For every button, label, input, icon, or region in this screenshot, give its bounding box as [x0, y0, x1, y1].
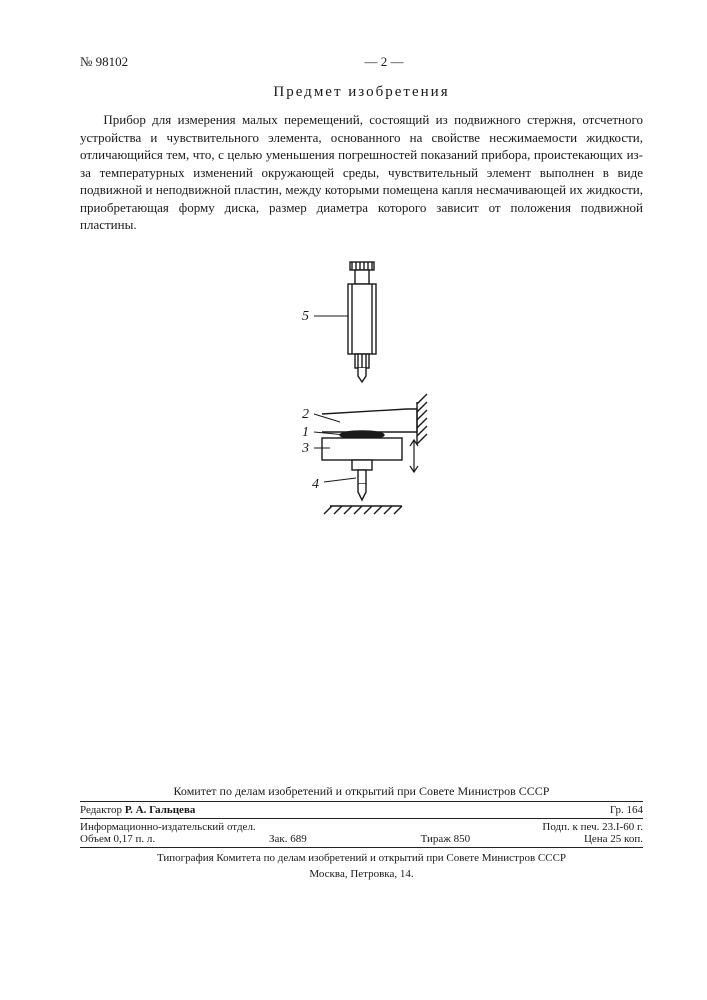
- group: Гр. 164: [610, 804, 643, 816]
- doc-number: № 98102: [80, 54, 128, 70]
- price: Цена 25 коп.: [584, 833, 643, 845]
- print-row: Объем 0,17 п. л. Зак. 689 Тираж 850 Цена…: [80, 833, 643, 845]
- figure-svg: 5 2 1 3 4: [252, 254, 472, 554]
- figure-label-3: 3: [301, 441, 309, 456]
- order: Зак. 689: [269, 833, 307, 845]
- signed: Подп. к печ. 23.I-60 г.: [542, 821, 643, 833]
- volume: Объем 0,17 п. л.: [80, 833, 155, 845]
- divider: [80, 801, 643, 802]
- editor: Редактор Р. А. Гальцева: [80, 804, 195, 816]
- section-title: Предмет изобретения: [80, 84, 643, 101]
- header-row: № 98102 — 2 — .: [80, 54, 643, 70]
- dept-row: Информационно-издательский отдел. Подп. …: [80, 821, 643, 833]
- divider: [80, 818, 643, 819]
- figure-label-5: 5: [302, 309, 309, 324]
- editor-label: Редактор: [80, 804, 122, 816]
- dept: Информационно-издательский отдел.: [80, 821, 256, 833]
- footer-block: Комитет по делам изобретений и открытий …: [80, 784, 643, 880]
- divider: [80, 847, 643, 848]
- typography-line-1: Типография Комитета по делам изобретений…: [80, 852, 643, 864]
- page: № 98102 — 2 — . Предмет изобретения Приб…: [0, 0, 707, 1000]
- page-marker: — 2 —: [364, 54, 403, 70]
- figure-label-4: 4: [312, 477, 319, 492]
- claim-paragraph: Прибор для измерения малых перемещений, …: [80, 111, 643, 234]
- tirazh: Тираж 850: [421, 833, 471, 845]
- typography-line-2: Москва, Петровка, 14.: [80, 868, 643, 880]
- figure-label-1: 1: [302, 425, 309, 440]
- editor-name: Р. А. Гальцева: [125, 804, 196, 816]
- figure-container: 5 2 1 3 4: [80, 254, 643, 554]
- committee-line: Комитет по делам изобретений и открытий …: [80, 784, 643, 799]
- figure-label-2: 2: [302, 407, 309, 422]
- editor-row: Редактор Р. А. Гальцева Гр. 164: [80, 804, 643, 816]
